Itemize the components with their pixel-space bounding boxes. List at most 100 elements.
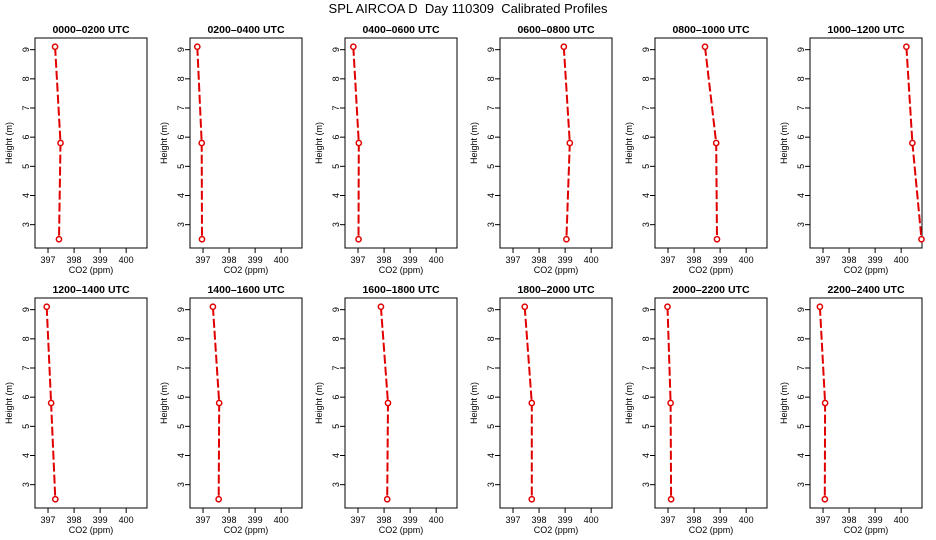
y-tick-label: 6 xyxy=(176,395,186,400)
x-tick-label: 397 xyxy=(351,255,366,265)
panel: 0200–0400 UTC 397 398 399 400 CO2 (ppm) 3 4 5 6 7 8… xyxy=(159,24,303,275)
x-axis-label: CO2 (ppm) xyxy=(224,265,269,275)
x-tick-label: 397 xyxy=(41,515,56,525)
x-axis-label: CO2 (ppm) xyxy=(224,525,269,535)
y-tick-label: 7 xyxy=(486,105,496,110)
y-tick-label: 6 xyxy=(641,135,651,140)
x-tick-label: 400 xyxy=(274,515,289,525)
y-tick-label: 9 xyxy=(486,47,496,52)
x-axis-label: CO2 (ppm) xyxy=(69,265,114,275)
y-tick-label: 7 xyxy=(641,105,651,110)
x-tick-label: 399 xyxy=(403,515,418,525)
y-tick-label: 3 xyxy=(176,482,186,487)
y-tick-label: 4 xyxy=(21,453,31,458)
y-tick-label: 4 xyxy=(486,453,496,458)
data-point xyxy=(918,235,925,243)
y-tick-label: 4 xyxy=(176,193,186,198)
y-tick-label: 4 xyxy=(796,453,806,458)
plot-frame xyxy=(809,297,923,509)
x-tick-label: 397 xyxy=(196,255,211,265)
plot-frame xyxy=(654,297,768,509)
data-point xyxy=(563,235,570,243)
data-point xyxy=(57,139,64,147)
y-tick-label: 7 xyxy=(486,365,496,370)
panel-title: 0600–0800 UTC xyxy=(517,24,594,36)
x-tick-label: 397 xyxy=(816,515,831,525)
data-point xyxy=(903,43,910,51)
y-tick-label: 5 xyxy=(331,424,341,429)
data-point xyxy=(55,235,63,243)
x-tick-label: 400 xyxy=(584,255,599,265)
y-tick-label: 8 xyxy=(796,76,806,81)
panel-title: 0400–0600 UTC xyxy=(362,24,439,36)
y-tick-label: 6 xyxy=(331,135,341,140)
x-tick-label: 398 xyxy=(67,515,82,525)
plot-frame xyxy=(499,297,613,509)
x-tick-label: 400 xyxy=(429,255,444,265)
x-tick-label: 399 xyxy=(403,255,418,265)
plot-frame xyxy=(189,297,303,509)
data-point xyxy=(566,139,574,147)
y-tick-label: 4 xyxy=(796,193,806,198)
y-tick-label: 4 xyxy=(21,193,31,198)
y-tick-label: 4 xyxy=(641,453,651,458)
figure-title: SPL AIRCOA D Day 110309 Calibrated Profi… xyxy=(328,1,608,16)
y-tick-label: 4 xyxy=(331,453,341,458)
y-tick-label: 3 xyxy=(641,482,651,487)
data-point xyxy=(528,495,536,503)
panel: 1600–1800 UTC 397 398 399 400 CO2 (ppm) 3 4 5 6 7 8… xyxy=(314,284,458,535)
data-point xyxy=(664,303,671,311)
y-axis-label: Height (m) xyxy=(4,122,14,164)
plot-frame xyxy=(189,37,303,249)
y-tick-label: 3 xyxy=(331,222,341,227)
y-tick-label: 7 xyxy=(641,365,651,370)
y-tick-label: 9 xyxy=(176,47,186,52)
panel: 0600–0800 UTC 397 398 399 400 CO2 (ppm) 3 4 5 6 7 8… xyxy=(469,24,613,275)
x-axis-label: CO2 (ppm) xyxy=(534,265,579,275)
panel: 1000–1200 UTC 397 398 399 400 CO2 (ppm) 3 4 5 6 7 8… xyxy=(779,24,925,275)
x-tick-label: 400 xyxy=(274,255,289,265)
y-tick-label: 8 xyxy=(796,336,806,341)
y-tick-label: 3 xyxy=(486,222,496,227)
y-tick-label: 7 xyxy=(21,105,31,110)
y-tick-label: 6 xyxy=(176,135,186,140)
y-tick-label: 5 xyxy=(21,424,31,429)
panel-title: 2200–2400 UTC xyxy=(827,284,904,296)
panel-title: 1800–2000 UTC xyxy=(517,284,594,296)
y-tick-label: 5 xyxy=(641,164,651,169)
y-axis-label: Height (m) xyxy=(779,382,789,424)
x-axis-label: CO2 (ppm) xyxy=(534,525,579,535)
x-axis-label: CO2 (ppm) xyxy=(844,525,889,535)
x-tick-label: 400 xyxy=(119,515,134,525)
data-point xyxy=(198,139,206,147)
panel-title: 0800–1000 UTC xyxy=(672,24,749,36)
x-axis-label: CO2 (ppm) xyxy=(379,525,424,535)
y-tick-label: 5 xyxy=(486,164,496,169)
y-tick-label: 8 xyxy=(486,336,496,341)
y-tick-label: 6 xyxy=(486,135,496,140)
panel-title: 1000–1200 UTC xyxy=(827,24,904,36)
y-axis-label: Height (m) xyxy=(4,382,14,424)
data-point xyxy=(821,399,829,407)
y-tick-label: 9 xyxy=(641,307,651,312)
x-axis-label: CO2 (ppm) xyxy=(69,525,114,535)
y-tick-label: 7 xyxy=(331,105,341,110)
x-tick-label: 398 xyxy=(842,255,857,265)
x-tick-label: 399 xyxy=(713,515,728,525)
y-tick-label: 3 xyxy=(486,482,496,487)
x-tick-label: 399 xyxy=(93,255,108,265)
x-tick-label: 397 xyxy=(816,255,831,265)
data-point xyxy=(193,43,201,51)
y-tick-label: 9 xyxy=(331,47,341,52)
y-tick-label: 7 xyxy=(796,365,806,370)
y-tick-label: 9 xyxy=(21,307,31,312)
x-tick-label: 399 xyxy=(713,255,728,265)
x-tick-label: 400 xyxy=(739,515,754,525)
data-point xyxy=(909,139,916,147)
panel: 1200–1400 UTC 397 398 399 400 CO2 (ppm) 3 4 5 6 7 8… xyxy=(4,284,148,535)
data-point xyxy=(355,139,363,147)
y-tick-label: 8 xyxy=(21,336,31,341)
x-tick-label: 400 xyxy=(429,515,444,525)
